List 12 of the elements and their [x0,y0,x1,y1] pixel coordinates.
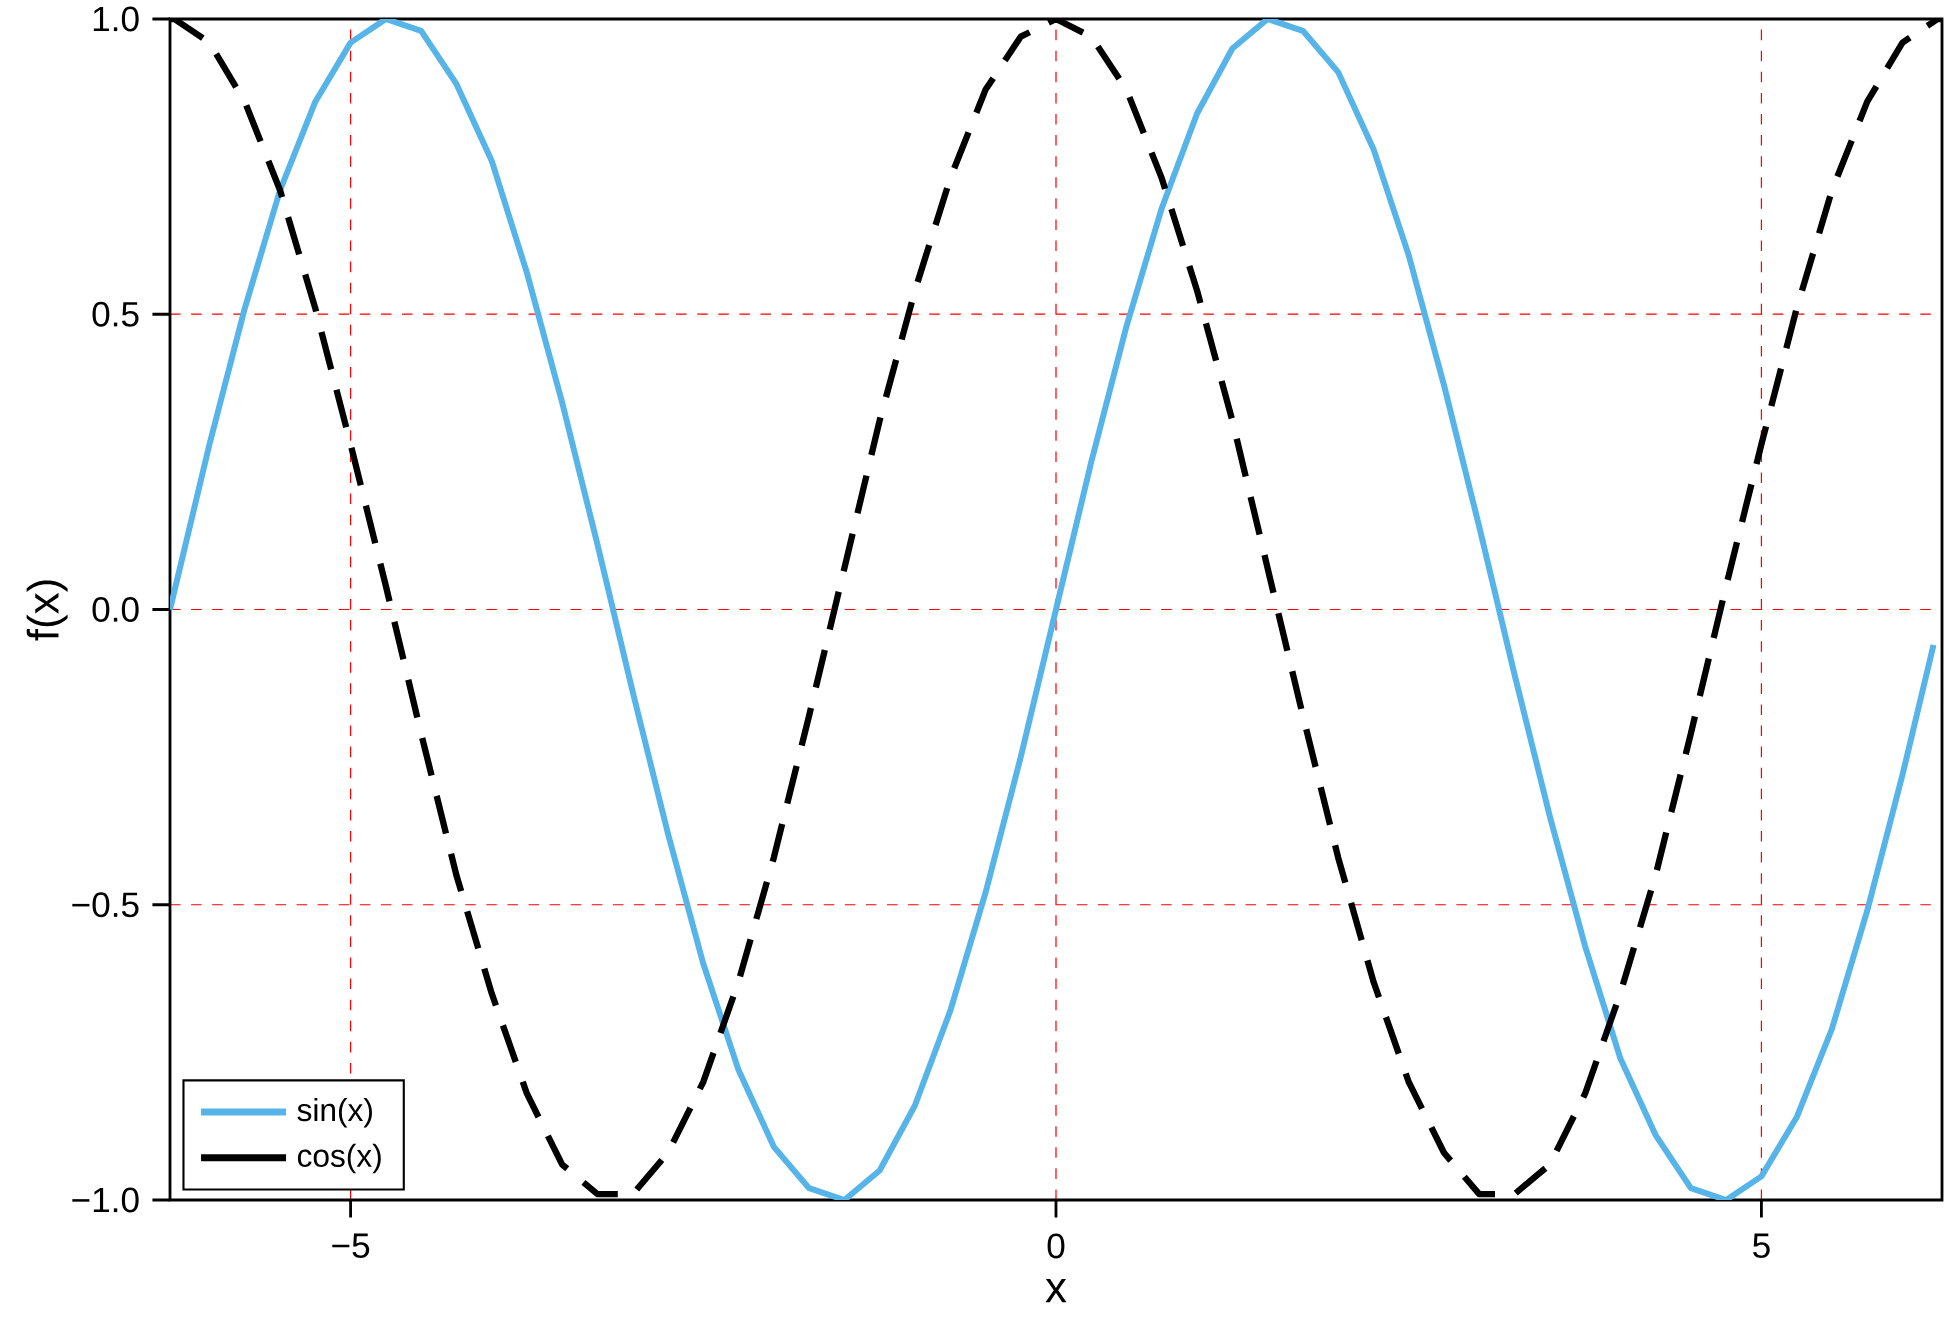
x-tick-label: 5 [1753,1233,1770,1259]
x-tick-label: 0 [1047,1233,1065,1259]
y-tick-label: −1.0 [72,1187,139,1213]
x-tick-label: −5 [332,1233,370,1259]
y-tick-label: 0.0 [92,597,139,622]
y-axis-title: f(x) [26,580,68,641]
legend-label: sin(x) [297,1097,372,1128]
x-axis-title: x [1045,1279,1067,1303]
legend-label: cos(x) [297,1143,381,1174]
y-tick-label: −0.5 [72,892,139,918]
y-tick-label: 1.0 [93,6,139,32]
y-tick-label: 0.5 [92,301,139,327]
